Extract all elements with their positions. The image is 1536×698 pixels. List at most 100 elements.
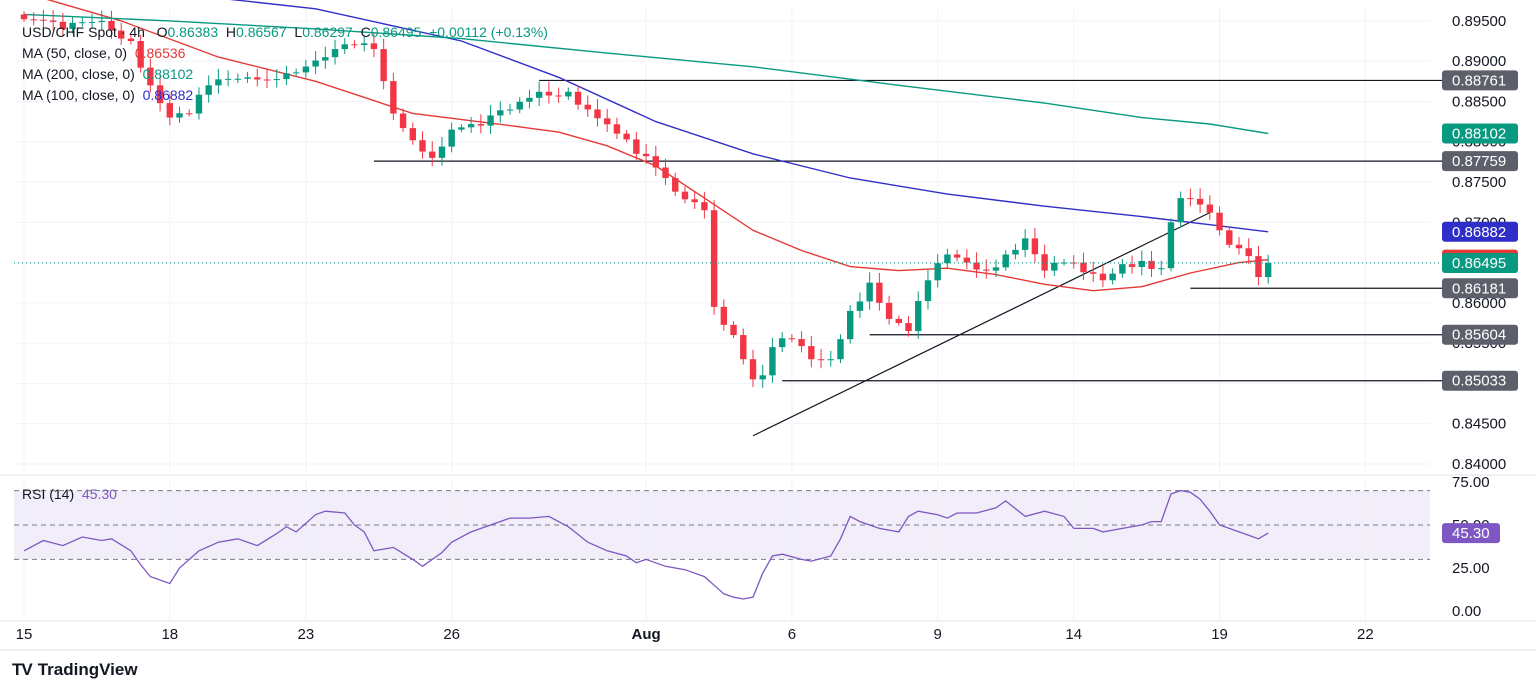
candle-body xyxy=(1158,268,1165,270)
change-value: +0.00112 (+0.13%) xyxy=(429,24,548,40)
candle-body xyxy=(983,269,990,271)
time-tick-label: 19 xyxy=(1211,626,1228,643)
price-tick-label: 0.88500 xyxy=(1452,93,1506,110)
candle-body xyxy=(788,338,796,340)
candle-body xyxy=(20,14,28,20)
tradingview-brand[interactable]: TV TradingView xyxy=(12,660,138,680)
candle-body xyxy=(458,127,465,130)
high-label: H xyxy=(225,24,237,40)
candle-body xyxy=(312,60,319,67)
candle-body xyxy=(1119,264,1126,274)
candle-body xyxy=(1255,256,1262,278)
candle-body xyxy=(817,359,825,361)
candle-body xyxy=(1080,262,1087,273)
price-tag xyxy=(1442,252,1518,273)
rsi-tick-label: 0.00 xyxy=(1452,603,1481,620)
candle-body xyxy=(322,57,329,61)
ma50-legend[interactable]: MA (50, close, 0) 0.86536 xyxy=(22,43,548,64)
candle-body xyxy=(905,323,912,332)
rsi-tag xyxy=(1442,523,1500,544)
candle-body xyxy=(973,262,980,270)
candle-body xyxy=(574,91,582,105)
candle-body xyxy=(526,97,533,102)
candle-body xyxy=(1002,254,1009,268)
time-tick-label: 23 xyxy=(298,626,315,643)
candle-body xyxy=(565,91,572,97)
candle-body xyxy=(1090,272,1097,274)
price-tick-label: 0.89000 xyxy=(1452,53,1506,70)
candle-body xyxy=(224,78,232,80)
candle-body xyxy=(1187,198,1194,200)
candle-body xyxy=(642,153,650,157)
time-tick-label: 22 xyxy=(1357,626,1374,643)
candle-body xyxy=(1235,244,1243,249)
candle-body xyxy=(1167,222,1175,269)
candle-body xyxy=(652,156,659,168)
candle-body xyxy=(448,129,455,147)
price-tag-label: 0.88761 xyxy=(1452,72,1506,89)
candle-body xyxy=(623,133,630,140)
close-value: 0.86495 xyxy=(370,24,422,40)
candle-body xyxy=(963,257,971,263)
time-tick-label: 14 xyxy=(1065,626,1082,643)
candle-body xyxy=(827,359,834,361)
ma50-label: MA (50, close, 0) xyxy=(22,45,128,61)
candle-body xyxy=(254,77,261,80)
rsi-legend[interactable]: RSI (14) 45.30 xyxy=(22,486,117,502)
candle-body xyxy=(1070,262,1077,264)
candle-body xyxy=(944,254,951,264)
candle-body xyxy=(1060,262,1068,264)
ma-line-ma50 xyxy=(46,0,1269,292)
ma200-legend[interactable]: MA (200, close, 0) 0.88102 xyxy=(22,64,548,85)
candle-body xyxy=(30,19,37,21)
close-label: C xyxy=(360,24,371,40)
price-tick-label: 0.86000 xyxy=(1452,295,1506,312)
candle-body xyxy=(866,282,873,302)
candle-body xyxy=(429,151,436,158)
candle-body xyxy=(370,43,378,50)
price-tag-label: 0.86882 xyxy=(1452,224,1506,241)
candle-body xyxy=(176,113,183,118)
candle-body xyxy=(604,118,611,125)
ma-line-ma200 xyxy=(23,13,1269,135)
candle-body xyxy=(1041,254,1048,271)
candle-body xyxy=(341,44,348,50)
candle-body xyxy=(390,81,397,114)
candle-body xyxy=(1138,260,1145,267)
candle-body xyxy=(1264,262,1272,278)
candle-body xyxy=(137,41,144,68)
candle-body xyxy=(924,280,932,302)
candle-body xyxy=(1196,198,1204,205)
time-tick-label: 6 xyxy=(788,626,796,643)
candle-body xyxy=(710,210,718,307)
candle-body xyxy=(186,113,193,115)
low-label: L xyxy=(294,24,303,40)
candle-body xyxy=(516,101,523,110)
symbol-label[interactable]: USD/CHF Spot · 4h xyxy=(22,24,145,40)
candle-body xyxy=(1109,273,1116,281)
ma100-legend[interactable]: MA (100, close, 0) 0.86882 xyxy=(22,85,548,106)
price-tag-label: 0.86181 xyxy=(1452,280,1506,297)
candle-body xyxy=(1245,248,1252,257)
ma100-label: MA (100, close, 0) xyxy=(22,87,135,103)
candle-body xyxy=(594,109,601,119)
rsi-tick-label: 25.00 xyxy=(1452,560,1490,577)
candle-body xyxy=(672,178,679,192)
candle-body xyxy=(79,22,86,24)
ma50-value: 0.86536 xyxy=(134,45,186,61)
ohlc-row: USD/CHF Spot · 4h O0.86383 H0.86567 L0.8… xyxy=(22,22,548,43)
price-tick-label: 0.89500 xyxy=(1452,13,1506,30)
candle-body xyxy=(691,199,698,203)
candle-body xyxy=(69,22,76,29)
chart-legend: USD/CHF Spot · 4h O0.86383 H0.86567 L0.8… xyxy=(22,22,548,106)
candle-body xyxy=(798,339,805,347)
price-tag-label: 0.85033 xyxy=(1452,373,1506,390)
candle-body xyxy=(856,301,864,311)
candle-body xyxy=(380,49,387,82)
rsi-tag-label: 45.30 xyxy=(1452,525,1490,542)
rsi-band-fill xyxy=(14,490,1430,560)
candle-body xyxy=(88,22,96,24)
price-tag xyxy=(1442,151,1518,172)
